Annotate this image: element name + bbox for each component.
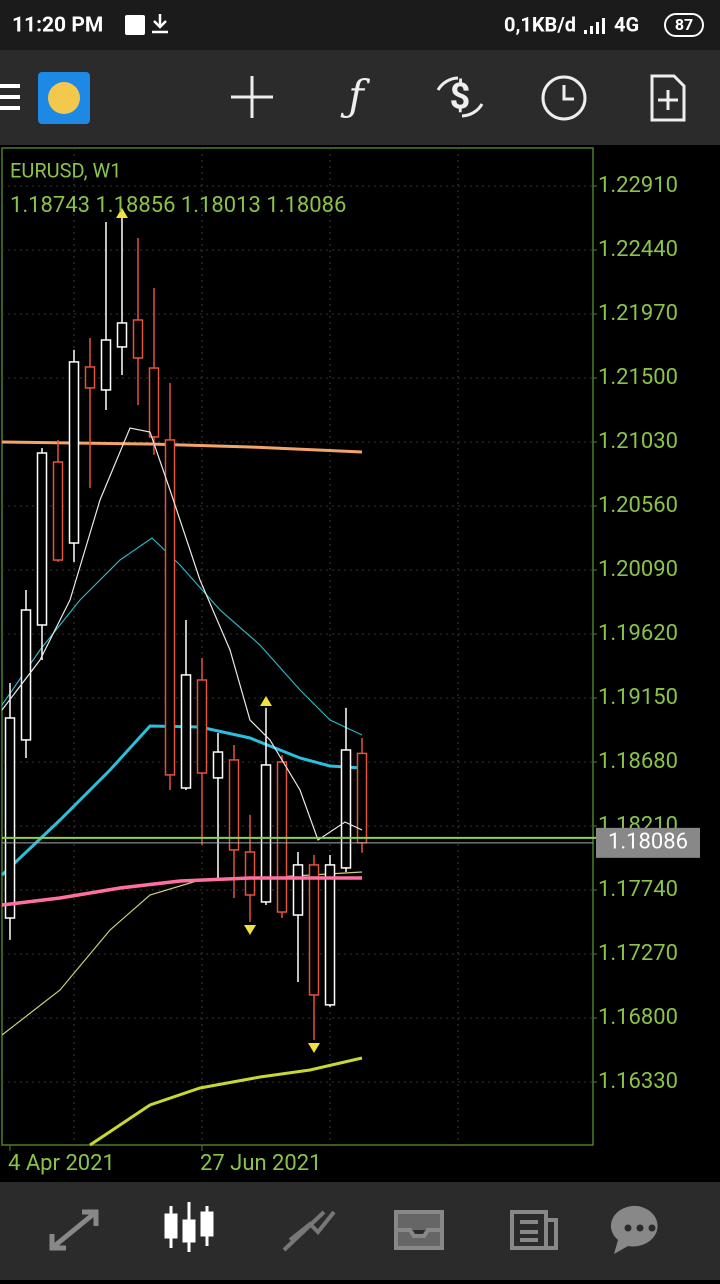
status-time: 11:20 PM xyxy=(12,14,103,38)
candle-body xyxy=(196,679,208,774)
news-tab[interactable] xyxy=(510,1210,558,1250)
y-tick-label: 1.19620 xyxy=(598,621,678,646)
y-tick-label: 1.17740 xyxy=(598,877,678,902)
quotes-tab[interactable] xyxy=(49,1209,99,1251)
candle-body xyxy=(244,851,256,896)
chat-tab[interactable] xyxy=(610,1205,658,1254)
indicator-line xyxy=(89,1056,363,1147)
chat-bubble xyxy=(610,1205,658,1254)
trade-icon: $ xyxy=(450,76,471,118)
x-tick-label: 27 Jun 2021 xyxy=(200,1151,322,1176)
status-network: 4G xyxy=(614,12,639,36)
vertical-grid xyxy=(73,148,459,1145)
fractal-up xyxy=(116,208,128,218)
ohlc-label: 1.18743 1.18856 1.18013 1.18086 xyxy=(10,193,346,218)
candle-body xyxy=(228,759,240,851)
fractal-down xyxy=(308,1043,320,1053)
y-tick-label: 1.17270 xyxy=(598,941,678,966)
candle-body xyxy=(324,864,336,1006)
clock-face xyxy=(541,75,587,121)
trade-tab[interactable] xyxy=(282,1210,336,1252)
crosshair-button[interactable] xyxy=(231,76,273,118)
indicators-top xyxy=(1,427,363,907)
bottom-nav xyxy=(0,1182,720,1280)
candle-body xyxy=(212,751,224,779)
fractals xyxy=(116,208,320,1053)
chart-tab-body xyxy=(164,1213,178,1239)
y-tick-label: 1.21500 xyxy=(598,365,678,390)
template-button[interactable] xyxy=(650,74,686,122)
indicator-line xyxy=(1,537,363,736)
period-button[interactable] xyxy=(541,75,587,121)
y-tick-label: 1.20090 xyxy=(598,557,678,582)
y-tick-label: 1.21970 xyxy=(598,301,678,326)
y-tick-label: 1.16330 xyxy=(598,1069,678,1094)
candle-body xyxy=(292,864,304,916)
candle-body xyxy=(68,361,80,544)
candle-body xyxy=(148,367,160,438)
trade-button[interactable]: $ xyxy=(436,76,484,118)
candle-body xyxy=(164,439,176,776)
candle-body xyxy=(20,609,32,741)
chart-frame xyxy=(1,147,594,1146)
price-label: 1.18086 xyxy=(608,830,688,855)
candle-body xyxy=(260,764,272,903)
candle-body xyxy=(36,452,48,626)
price-layer: 1.22910 1.22440 1.21970 1.21500 1.21030 1.205… xyxy=(2,173,700,1176)
y-tick-label: 1.22440 xyxy=(598,237,678,262)
menu-button[interactable] xyxy=(0,84,20,110)
download-icon xyxy=(152,14,168,34)
chat-dot xyxy=(636,1224,644,1232)
price-label-box xyxy=(596,827,700,858)
x-tick-label: 4 Apr 2021 xyxy=(8,1151,115,1176)
status-speed: 0,1KB/d xyxy=(504,12,576,36)
indicator-line xyxy=(1,427,363,841)
fractal-down xyxy=(244,925,256,935)
candle-body xyxy=(132,319,144,359)
candle-body xyxy=(340,749,352,869)
toolbar xyxy=(0,50,720,145)
y-tick-label: 1.18680 xyxy=(598,749,678,774)
candle-body xyxy=(4,717,16,919)
plus-icon xyxy=(658,90,678,110)
chat-dot xyxy=(624,1224,632,1232)
candle-body xyxy=(308,864,320,996)
candle-body xyxy=(180,674,192,789)
logo-coin xyxy=(48,82,80,114)
y-tick-label: 1.16800 xyxy=(598,1005,678,1030)
y-tick-label: 1.22910 xyxy=(598,173,678,198)
status-battery: 87 xyxy=(675,15,693,34)
candle-body xyxy=(84,366,96,389)
document-icon xyxy=(650,74,686,122)
trade-arrows xyxy=(436,76,484,118)
candle-body xyxy=(116,322,128,348)
chart-tab[interactable] xyxy=(164,1202,214,1252)
chart-tab-body xyxy=(182,1219,196,1243)
fractal-up xyxy=(260,696,272,706)
candle-body xyxy=(52,461,64,561)
chat-dot xyxy=(648,1224,656,1232)
facebook-icon xyxy=(125,15,145,35)
indicator-line xyxy=(1,876,362,907)
clock-hands xyxy=(562,85,574,101)
y-tick-label: 1.20560 xyxy=(598,493,678,518)
y-tick-label: 1.19150 xyxy=(598,685,678,710)
status-bar xyxy=(0,0,720,50)
y-tick-label: 1.21030 xyxy=(598,429,678,454)
chart-tab-body xyxy=(200,1211,214,1237)
symbol-label: EURUSD, W1 xyxy=(10,158,122,182)
candle-body xyxy=(100,339,112,391)
signal-icon xyxy=(584,18,605,34)
battery-icon xyxy=(664,13,704,37)
history-tab[interactable] xyxy=(394,1210,444,1250)
